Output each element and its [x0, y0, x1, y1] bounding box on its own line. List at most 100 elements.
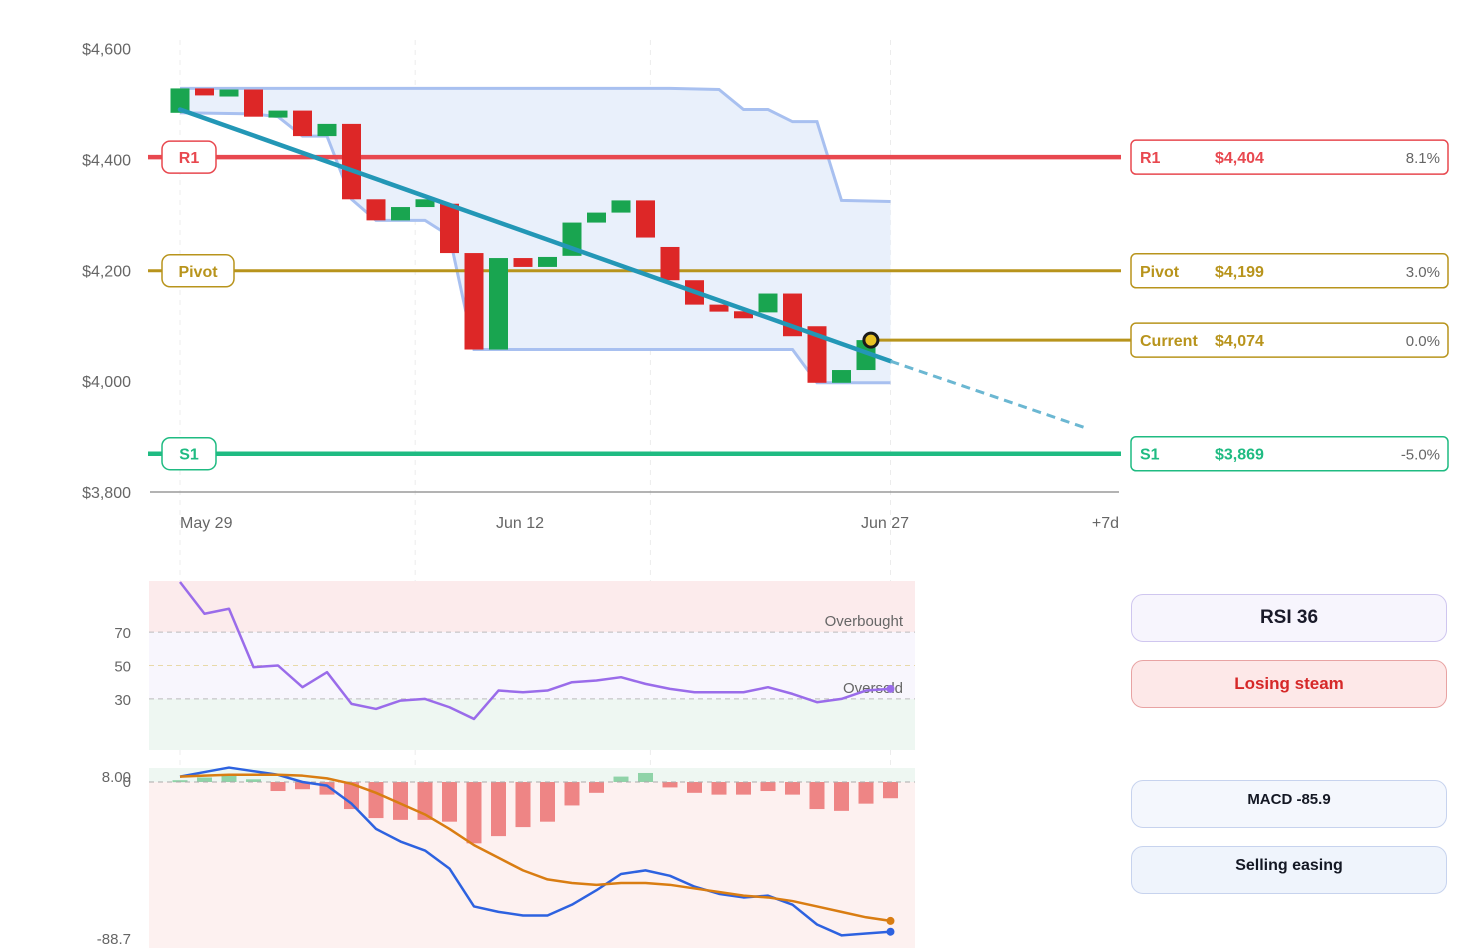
- macd-y-tick: -88.7: [97, 931, 131, 948]
- macd-negative-zone: [149, 782, 915, 948]
- candle-up: [415, 199, 435, 208]
- level-box-name: R1: [1140, 150, 1161, 167]
- candle-down: [513, 258, 533, 267]
- price-y-tick: $4,400: [82, 152, 131, 169]
- price-x-tick: +7d: [1092, 515, 1119, 532]
- macd-hist-bar: [197, 777, 212, 782]
- candle-down: [342, 123, 361, 200]
- level-box-name: Current: [1140, 333, 1198, 350]
- level-boxes: R1 $4,404 8.1% Pivot $4,199 3.0% Current $4,074…: [1130, 139, 1449, 472]
- macd-hist-bar: [368, 782, 384, 819]
- candle-up: [170, 88, 190, 113]
- candle-up: [391, 207, 410, 221]
- svg-text:S1: S1: [179, 447, 199, 464]
- svg-text:Pivot: Pivot: [178, 264, 218, 281]
- price-y-tick: $4,600: [82, 42, 131, 59]
- macd-hist-bar: [246, 779, 261, 782]
- price-x-axis: May 29 Jun 12 Jun 27 +7d: [180, 515, 1119, 532]
- macd-y-tick: 0: [123, 774, 131, 791]
- candle-down: [366, 199, 386, 221]
- level-box-r1: R1 $4,404 8.1%: [1130, 139, 1449, 175]
- rsi-overbought-label: Overbought: [825, 613, 904, 630]
- price-x-tick: Jun 27: [861, 515, 909, 532]
- level-box-name: Pivot: [1140, 264, 1180, 281]
- macd-hist-bar: [221, 774, 237, 782]
- rsi-status-badge: Losing steam: [1131, 660, 1447, 708]
- price-candles: [170, 88, 876, 383]
- candle-down: [734, 311, 753, 319]
- candle-down: [709, 304, 729, 312]
- macd-hist-bar: [858, 782, 874, 804]
- candle-down: [464, 253, 484, 350]
- level-box-value: $3,869: [1215, 447, 1264, 464]
- level-box-pct: 0.0%: [1406, 333, 1440, 350]
- macd-hist-bar: [711, 782, 727, 795]
- candle-down: [195, 88, 214, 96]
- level-box-s1: S1 $3,869 -5.0%: [1130, 435, 1449, 472]
- macd-y-axis: 8.000 -88.7: [97, 769, 131, 948]
- level-box-value: $4,199: [1215, 264, 1264, 281]
- macd-series: [179, 766, 895, 937]
- candle-down: [440, 203, 459, 254]
- macd-hist-bar: [442, 782, 457, 822]
- level-box-name: S1: [1140, 447, 1160, 464]
- price-trendline: [177, 107, 1087, 430]
- rsi-series: [179, 581, 895, 721]
- rsi-y-tick: 70: [114, 625, 131, 642]
- price-y-axis: $4,600 $4,400 $4,200 $4,000 $3,800: [82, 42, 131, 503]
- candle-up: [832, 370, 851, 383]
- svg-text:R1: R1: [179, 150, 200, 167]
- current-price-marker: [862, 331, 880, 349]
- candle-down: [807, 326, 827, 383]
- level-box-pct: 8.1%: [1406, 150, 1440, 167]
- macd-positive-zone: [149, 768, 915, 782]
- price-x-tick: Jun 12: [496, 515, 544, 532]
- level-tag-pivot: Pivot: [161, 254, 235, 288]
- macd-hist-bar: [515, 782, 531, 828]
- macd-panel: 8.000 -88.7: [97, 766, 915, 948]
- macd-hist-bar: [172, 780, 188, 783]
- macd-signal-last-point: [886, 916, 895, 925]
- macd-hist-bar: [295, 782, 310, 790]
- trendline-projection: [890, 359, 1087, 430]
- macd-hist-bar: [613, 776, 629, 782]
- price-y-tick: $3,800: [82, 485, 131, 502]
- candle-up: [538, 256, 557, 267]
- level-box-pct: -5.0%: [1401, 447, 1440, 464]
- level-box-value: $4,074: [1215, 333, 1264, 350]
- candle-up: [587, 212, 606, 223]
- level-box-current: Current $4,074 0.0%: [1130, 322, 1449, 358]
- trendline: [177, 107, 893, 364]
- candle-down: [660, 246, 680, 281]
- macd-hist-bar: [785, 782, 800, 795]
- macd-hist-bar: [662, 782, 678, 788]
- level-tag-s1: S1: [161, 436, 217, 471]
- macd-y-tick: 8.00: [102, 769, 131, 786]
- candle-up: [317, 123, 337, 137]
- macd-signal-line: [179, 773, 891, 923]
- macd-hist-bar: [417, 782, 433, 820]
- candle-up: [611, 200, 631, 213]
- price-y-tick: $4,200: [82, 263, 131, 280]
- macd-hist-bar: [270, 782, 286, 792]
- macd-hist-bar: [687, 782, 702, 793]
- macd-last-point: [886, 927, 895, 936]
- price-y-tick: $4,000: [82, 374, 131, 391]
- macd-hist-bar: [540, 782, 555, 822]
- rsi-y-axis: 70 50 30: [114, 625, 131, 709]
- level-box-pivot: Pivot $4,199 3.0%: [1130, 253, 1449, 289]
- rsi-y-tick: 50: [114, 659, 131, 676]
- macd-hist-bar: [564, 782, 580, 806]
- level-box-value: $4,404: [1215, 150, 1264, 167]
- rsi-y-tick: 30: [114, 692, 131, 709]
- candle-up: [268, 110, 288, 118]
- candle-up: [758, 293, 778, 313]
- macd-hist-bar: [736, 782, 751, 795]
- macd-hist-bar: [638, 772, 653, 782]
- rsi-oversold-zone: [149, 699, 915, 750]
- candle-up: [219, 89, 239, 97]
- level-tag-r1: R1: [161, 140, 217, 174]
- rsi-overbought-zone: [149, 581, 915, 632]
- candle-down: [636, 200, 655, 238]
